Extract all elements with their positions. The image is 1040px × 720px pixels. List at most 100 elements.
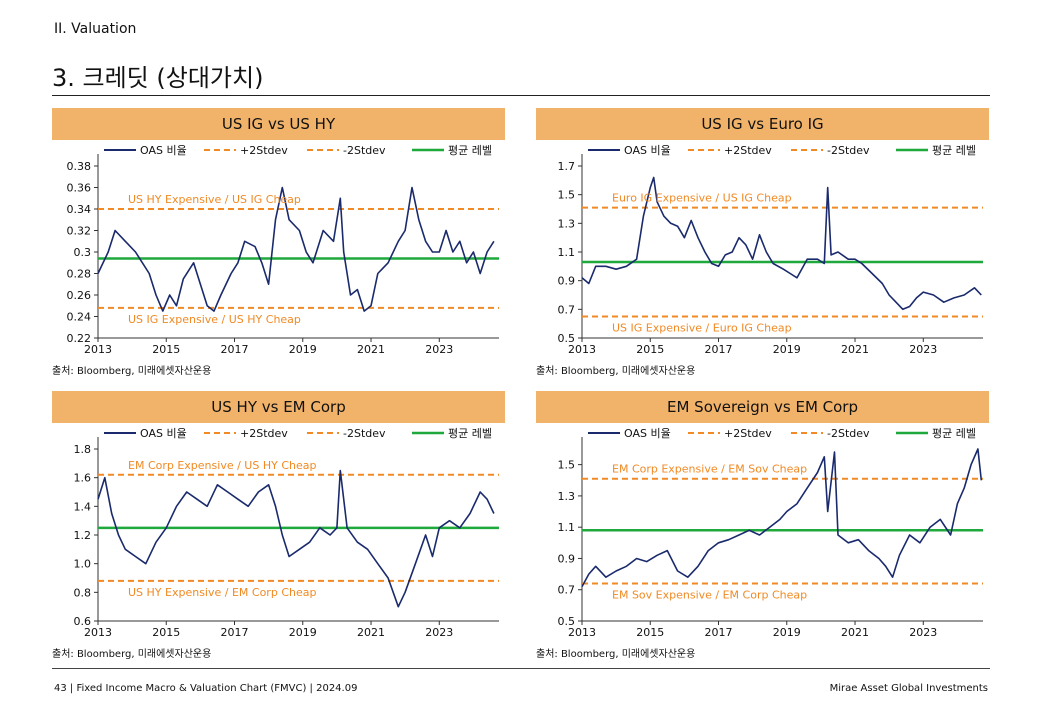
- x-tick-label: 2019: [773, 343, 801, 356]
- legend-label: +2Stdev: [724, 427, 772, 440]
- legend-label: OAS 비율: [624, 427, 671, 440]
- x-tick-label: 2021: [357, 343, 385, 356]
- x-tick-label: 2015: [636, 626, 664, 639]
- x-tick-label: 2017: [221, 626, 249, 639]
- y-tick-label: 0.8: [74, 586, 92, 599]
- footer-page-info: 43 | Fixed Income Macro & Valuation Char…: [54, 683, 358, 694]
- chart-us-ig-vs-euro-ig: 0.5 0.7 0.9 1.1 1.3 1.5 1.7 2013 2015 2017 2019 202…: [558, 144, 983, 356]
- x-tick-label: 2013: [84, 343, 112, 356]
- annotation-upper: Euro IG Expensive / US IG Cheap: [612, 192, 792, 205]
- y-tick-label: 0.9: [558, 275, 576, 288]
- y-tick-label: 1.8: [74, 443, 92, 456]
- x-tick-label: 2023: [425, 343, 453, 356]
- chart-source: 출처: Bloomberg, 미래에셋자산운용: [52, 649, 212, 660]
- y-tick-label: 0.24: [67, 311, 92, 324]
- series-line-oas-ratio: [97, 186, 495, 312]
- x-tick-label: 2013: [84, 626, 112, 639]
- chart-panel-us-hy-vs-em-corp: US HY vs EM Corp 0.6 0.8 1.0 1.2 1.4 1.6 1.8 20…: [52, 391, 505, 660]
- legend-label: 평균 레벨: [448, 144, 492, 157]
- page-title: 3. 크레딧 (상대가치): [52, 64, 264, 92]
- x-tick-label: 2019: [773, 626, 801, 639]
- section-label: II. Valuation: [54, 21, 137, 37]
- y-tick-label: 0.32: [67, 225, 92, 238]
- chart-title: US IG vs US HY: [52, 108, 505, 140]
- y-tick-label: 0.3: [74, 246, 92, 259]
- y-tick-label: 1.3: [558, 217, 576, 230]
- legend-label: +2Stdev: [240, 144, 288, 157]
- chart-us-hy-vs-em-corp: 0.6 0.8 1.0 1.2 1.4 1.6 1.8 2013 2015 2017 2019 202…: [74, 427, 499, 639]
- legend-label: OAS 비율: [624, 144, 671, 157]
- footer-company: Mirae Asset Global Investments: [829, 683, 988, 694]
- y-tick-label: 0.26: [67, 289, 92, 302]
- x-tick-label: 2021: [841, 626, 869, 639]
- legend-label: +2Stdev: [240, 427, 288, 440]
- y-tick-label: 0.34: [67, 203, 92, 216]
- y-tick-label: 0.28: [67, 268, 92, 281]
- y-tick-label: 1.2: [74, 529, 92, 542]
- y-tick-label: 1.5: [558, 459, 576, 472]
- y-tick-label: 1.4: [74, 500, 92, 513]
- annotation-lower: US HY Expensive / EM Corp Cheap: [128, 586, 316, 599]
- y-tick-label: 1.7: [558, 160, 576, 173]
- y-tick-label: 0.6: [74, 615, 92, 628]
- x-tick-label: 2013: [568, 626, 596, 639]
- annotation-lower: US IG Expensive / Euro IG Cheap: [612, 322, 792, 335]
- x-tick-label: 2023: [425, 626, 453, 639]
- footer-divider: [52, 668, 990, 669]
- legend-label: +2Stdev: [724, 144, 772, 157]
- legend-label: -2Stdev: [827, 427, 870, 440]
- chart-source: 출처: Bloomberg, 미래에셋자산운용: [536, 366, 696, 377]
- legend-label: 평균 레벨: [448, 427, 492, 440]
- annotation-upper: EM Corp Expensive / US HY Cheap: [128, 459, 316, 472]
- x-tick-label: 2013: [568, 343, 596, 356]
- x-tick-label: 2023: [909, 626, 937, 639]
- y-tick-label: 0.9: [558, 552, 576, 565]
- x-tick-label: 2019: [289, 626, 317, 639]
- x-tick-label: 2015: [152, 626, 180, 639]
- series-line-oas-ratio: [581, 176, 982, 311]
- y-tick-label: 0.5: [558, 615, 576, 628]
- chart-source: 출처: Bloomberg, 미래에셋자산운용: [536, 649, 696, 660]
- annotation-lower: US IG Expensive / US HY Cheap: [128, 313, 301, 326]
- legend-label: 평균 레벨: [932, 427, 976, 440]
- legend-label: -2Stdev: [343, 144, 386, 157]
- legend-label: OAS 비율: [140, 427, 187, 440]
- chart-panel-us-ig-vs-euro-ig: US IG vs Euro IG 0.5 0.7 0.9 1.1 1.3 1.5 1.7 20…: [536, 108, 989, 377]
- legend-label: -2Stdev: [343, 427, 386, 440]
- annotation-lower: EM Sov Expensive / EM Corp Cheap: [612, 588, 807, 601]
- y-tick-label: 0.22: [67, 332, 92, 345]
- y-tick-label: 0.38: [67, 160, 92, 173]
- x-tick-label: 2021: [357, 626, 385, 639]
- annotation-upper: US HY Expensive / US IG Cheap: [128, 193, 301, 206]
- x-tick-label: 2017: [705, 626, 733, 639]
- y-tick-label: 0.36: [67, 182, 92, 195]
- series-line-oas-ratio: [581, 448, 983, 587]
- series-line-oas-ratio: [97, 469, 495, 608]
- y-tick-label: 1.1: [558, 246, 576, 259]
- y-tick-label: 0.7: [558, 303, 576, 316]
- y-tick-label: 0.5: [558, 332, 576, 345]
- y-tick-label: 1.6: [74, 472, 92, 485]
- y-tick-label: 1.3: [558, 490, 576, 503]
- y-tick-label: 1.5: [558, 189, 576, 202]
- legend-label: 평균 레벨: [932, 144, 976, 157]
- chart-em-sov-vs-em-corp: 0.5 0.7 0.9 1.1 1.3 1.5 2013 2015 2017 2019 2021 20…: [558, 427, 983, 639]
- x-tick-label: 2017: [705, 343, 733, 356]
- x-tick-label: 2021: [841, 343, 869, 356]
- chart-panel-em-sov-vs-em-corp: EM Sovereign vs EM Corp 0.5 0.7 0.9 1.1 1.3 1…: [536, 391, 989, 660]
- chart-title: EM Sovereign vs EM Corp: [536, 391, 989, 423]
- chart-title: US HY vs EM Corp: [52, 391, 505, 423]
- x-tick-label: 2019: [289, 343, 317, 356]
- chart-panel-us-ig-vs-us-hy: US IG vs US HY 0.22 0.24 0.26 0.28 0.3 0.32 0.…: [52, 108, 505, 377]
- y-tick-label: 0.7: [558, 584, 576, 597]
- y-tick-label: 1.0: [74, 558, 92, 571]
- title-divider: [52, 95, 990, 96]
- legend-label: OAS 비율: [140, 144, 187, 157]
- chart-title: US IG vs Euro IG: [536, 108, 989, 140]
- y-tick-label: 1.1: [558, 521, 576, 534]
- x-tick-label: 2017: [221, 343, 249, 356]
- annotation-upper: EM Corp Expensive / EM Sov Cheap: [612, 463, 807, 476]
- x-tick-label: 2015: [152, 343, 180, 356]
- chart-source: 출처: Bloomberg, 미래에셋자산운용: [52, 366, 212, 377]
- legend-label: -2Stdev: [827, 144, 870, 157]
